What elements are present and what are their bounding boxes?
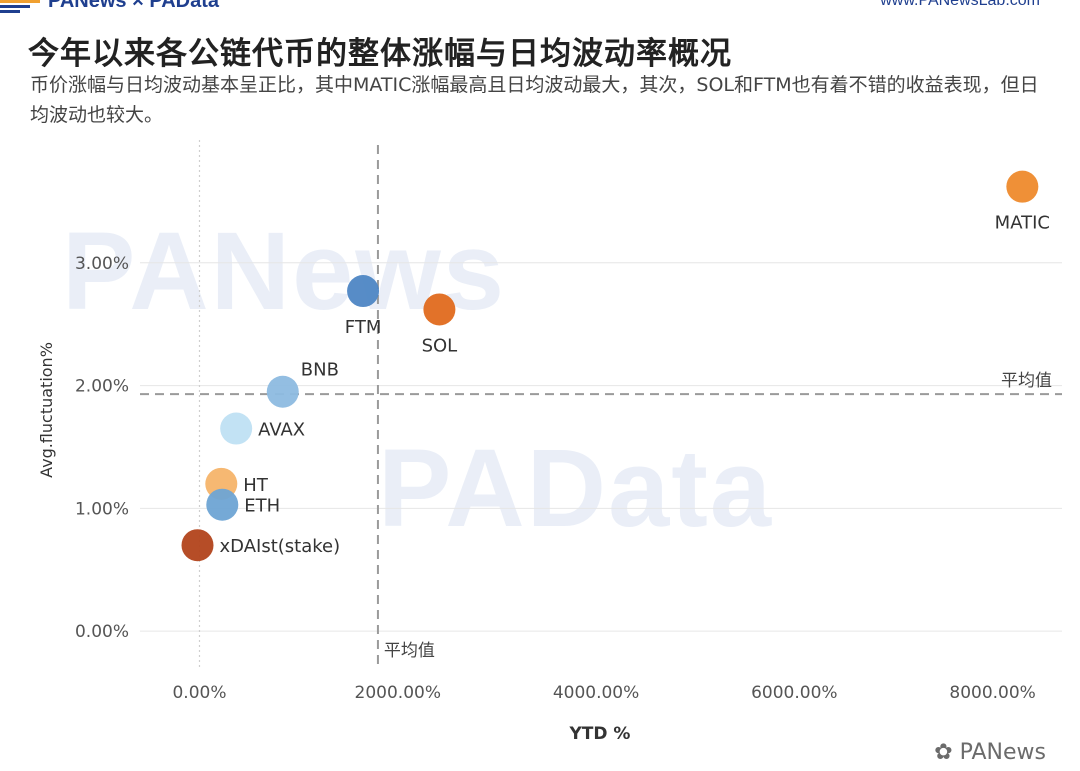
x-tick-label: 8000.00%	[949, 683, 1035, 703]
data-label: HT	[243, 475, 269, 496]
y-tick-label: 1.00%	[75, 499, 129, 519]
x-mean-label: 平均值	[384, 641, 435, 661]
page-title: 今年以来各公链代币的整体涨幅与日均波动率概况	[28, 36, 732, 72]
data-point	[1006, 170, 1039, 203]
wechat-icon: ✿	[934, 740, 953, 765]
data-label: ETH	[244, 496, 280, 517]
data-point	[347, 275, 380, 308]
x-tick-label: 0.00%	[172, 683, 226, 703]
data-label: SOL	[422, 335, 458, 356]
top-brand-bar: PANews × PAData www.PANewsLab.com	[0, 0, 1080, 14]
data-label: FTM	[345, 317, 382, 338]
brand-stripes-icon	[0, 0, 40, 13]
x-axis-label: YTD %	[569, 724, 631, 744]
padata-watermark: PAData	[378, 427, 774, 550]
x-tick-label: 4000.00%	[553, 683, 639, 703]
data-point	[206, 488, 239, 521]
y-tick-label: 0.00%	[75, 622, 129, 642]
footer-watermark-text: PANews	[959, 740, 1046, 765]
data-point	[181, 529, 214, 562]
y-axis-label: Avg.fluctuation%	[37, 342, 56, 478]
y-tick-label: 3.00%	[75, 254, 129, 274]
x-tick-label: 2000.00%	[355, 683, 441, 703]
page-subtitle: 币价涨幅与日均波动基本呈正比，其中MATIC涨幅最高且日均波动最大，其次，SOL…	[30, 74, 1039, 126]
brand-left-text: PANews × PAData	[48, 0, 219, 12]
data-point	[423, 293, 456, 326]
x-tick-label: 6000.00%	[751, 683, 837, 703]
y-mean-label: 平均值	[1001, 371, 1052, 391]
data-label: xDAIst(stake)	[220, 536, 341, 557]
data-label: AVAX	[258, 420, 305, 441]
data-label: MATIC	[995, 213, 1050, 234]
data-point	[266, 375, 299, 408]
data-label: BNB	[301, 360, 339, 381]
brand-website: www.PANewsLab.com	[880, 0, 1040, 9]
y-tick-label: 2.00%	[75, 377, 129, 397]
footer-watermark: ✿ PANews	[934, 740, 1046, 765]
axis-layer: 0.00% 1.00% 2.00% 3.00% 0.00% 2000.00% 4000.00…	[75, 254, 1036, 703]
data-point	[220, 412, 253, 445]
